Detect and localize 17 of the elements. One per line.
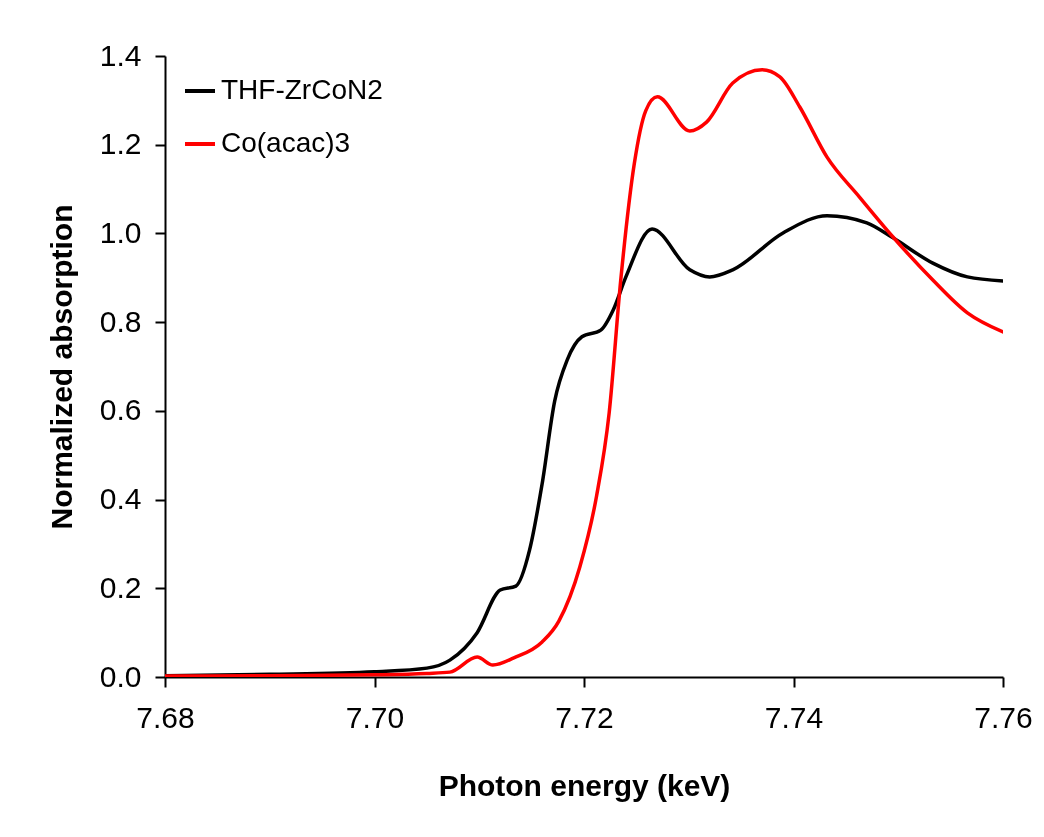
y-tick-label: 1.2 <box>99 127 142 161</box>
y-tick-label: 0.8 <box>99 304 142 338</box>
legend-label: Co(acac)3 <box>221 127 351 158</box>
y-axis-title: Normalized absorption <box>44 204 78 530</box>
x-tick-label: 7.74 <box>764 700 824 734</box>
x-tick-label: 7.70 <box>345 700 405 734</box>
y-tick-label: 0.0 <box>99 659 142 693</box>
x-tick-label: 7.68 <box>136 700 195 734</box>
y-tick-label: 0.6 <box>99 393 142 427</box>
legend-label: THF-ZrCoN2 <box>221 74 383 105</box>
x-tick-label: 7.72 <box>555 700 614 734</box>
y-tick-label: 1.4 <box>99 38 142 72</box>
y-tick-label: 0.4 <box>99 482 142 516</box>
x-axis-title: Photon energy (keV) <box>438 768 731 802</box>
y-tick-label: 1.0 <box>99 215 142 249</box>
x-tick-label: 7.76 <box>974 700 1033 734</box>
y-tick-label: 0.2 <box>99 570 142 604</box>
